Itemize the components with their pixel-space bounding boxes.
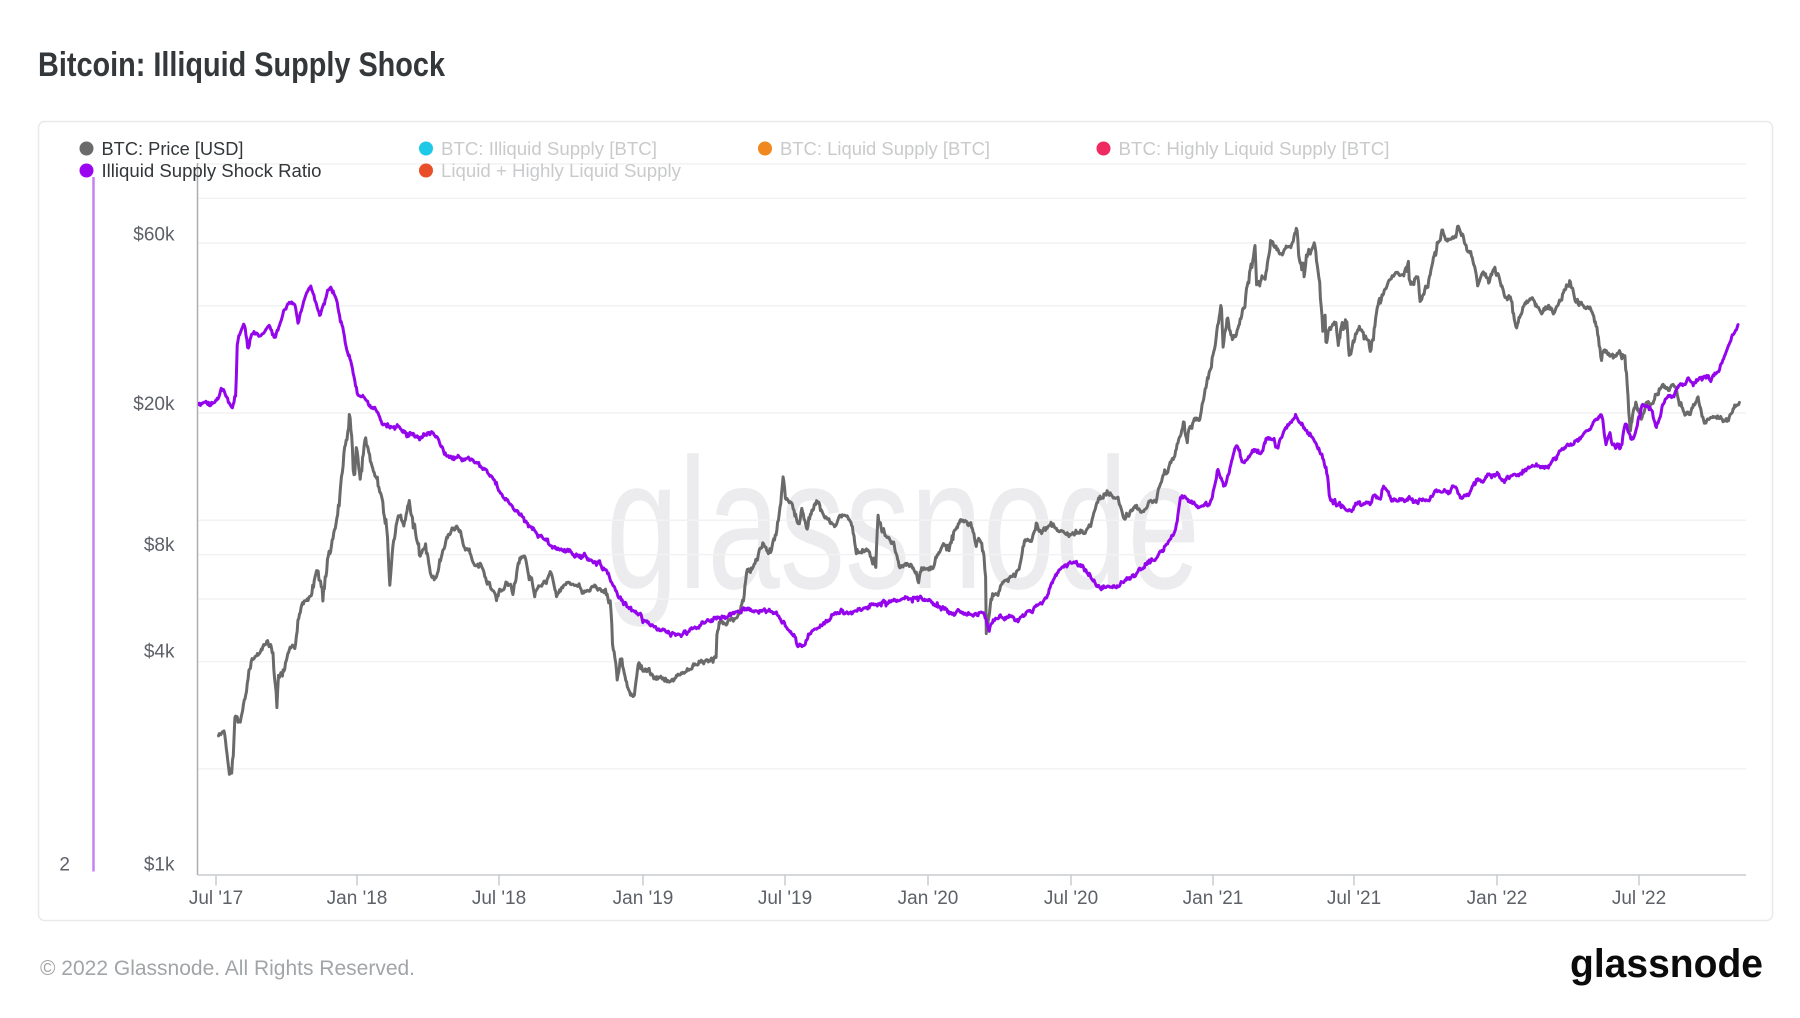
svg-text:Jan '22: Jan '22 [1467,888,1528,909]
svg-text:glassnode: glassnode [606,421,1200,628]
svg-text:Jan '20: Jan '20 [898,888,959,909]
svg-text:$8k: $8k [144,535,175,556]
svg-text:Jul '20: Jul '20 [1044,888,1098,909]
svg-text:Jul '17: Jul '17 [189,888,243,909]
svg-text:$4k: $4k [144,641,175,662]
svg-text:Jan '18: Jan '18 [327,888,388,909]
svg-text:$1k: $1k [144,854,175,875]
svg-text:Jan '21: Jan '21 [1183,888,1244,909]
svg-text:BTC: Liquid Supply [BTC]: BTC: Liquid Supply [BTC] [780,138,990,159]
svg-text:$20k: $20k [133,394,175,415]
svg-text:2: 2 [59,854,70,875]
svg-text:BTC: Price [USD]: BTC: Price [USD] [102,138,244,159]
svg-text:Illiquid Supply Shock Ratio: Illiquid Supply Shock Ratio [102,160,322,181]
svg-text:BTC: Illiquid Supply [BTC]: BTC: Illiquid Supply [BTC] [441,138,657,159]
svg-text:BTC: Highly Liquid Supply [BTC: BTC: Highly Liquid Supply [BTC] [1119,138,1390,159]
svg-text:© 2022 Glassnode. All Rights R: © 2022 Glassnode. All Rights Reserved. [40,957,415,980]
svg-text:glassnode: glassnode [1570,942,1763,986]
svg-text:Bitcoin: Illiquid Supply Shock: Bitcoin: Illiquid Supply Shock [38,46,446,84]
svg-text:Jul '22: Jul '22 [1612,888,1666,909]
svg-text:Jul '19: Jul '19 [758,888,812,909]
svg-text:Jul '21: Jul '21 [1327,888,1381,909]
svg-text:Liquid + Highly Liquid Supply: Liquid + Highly Liquid Supply [441,160,682,181]
svg-text:$60k: $60k [133,224,175,245]
svg-text:Jan '19: Jan '19 [613,888,674,909]
svg-text:Jul '18: Jul '18 [472,888,526,909]
